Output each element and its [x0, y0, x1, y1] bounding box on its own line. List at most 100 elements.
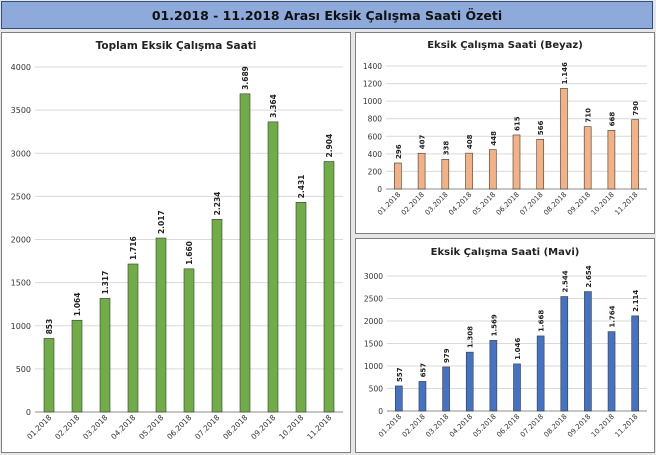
x-tick-label: 05.2018	[472, 413, 498, 439]
x-tick-label: 02.2018	[401, 413, 427, 439]
data-label: 2.017	[157, 210, 166, 234]
bar	[513, 363, 521, 412]
y-tick-label: 1500	[11, 279, 31, 288]
data-label: 448	[490, 131, 498, 146]
x-tick-label: 08.2018	[543, 413, 569, 439]
chart-title: Eksik Çalışma Saati (Beyaz)	[427, 40, 583, 51]
data-label: 2.544	[561, 270, 569, 292]
y-tick-label: 600	[368, 132, 383, 141]
bar	[536, 335, 545, 412]
data-label: 1.064	[73, 292, 82, 316]
data-label: 615	[514, 116, 522, 131]
x-tick-label: 11.2018	[613, 413, 639, 439]
y-tick-label: 800	[368, 115, 383, 124]
data-label: 2.114	[632, 290, 640, 312]
bar	[239, 93, 251, 413]
chart-white: Eksik Çalışma Saati (Beyaz) 0 200 400 600 800…	[363, 40, 647, 217]
bar	[607, 130, 616, 190]
x-tick-label: 03.2018	[424, 413, 450, 439]
data-label: 408	[466, 134, 474, 149]
bar	[489, 340, 498, 412]
data-label: 979	[443, 348, 451, 363]
x-tick-label: 02.2018	[400, 191, 426, 217]
data-label: 710	[585, 108, 593, 123]
chart-panel-blue: Eksik Çalışma Saati (Mavi) 0 500 1000 1500 20…	[355, 238, 655, 453]
x-tick-label: 01.2018	[376, 191, 402, 217]
bar	[607, 331, 616, 412]
y-tick-label: 2000	[11, 236, 31, 245]
bar	[183, 268, 195, 413]
data-label: 1.668	[538, 310, 546, 332]
data-label: 566	[537, 121, 545, 136]
x-tick-label: 11.2018	[305, 413, 333, 441]
data-label: 1.764	[609, 305, 617, 327]
bar	[155, 237, 167, 413]
x-tick-label: 06.2018	[495, 413, 521, 439]
bar	[43, 338, 55, 413]
bar	[584, 291, 592, 412]
bar	[323, 161, 335, 413]
chart-panel-white: Eksik Çalışma Saati (Beyaz) 0 200 400 600 800…	[355, 32, 655, 234]
chart-title: Eksik Çalışma Saati (Mavi)	[431, 247, 580, 258]
chart-blue: Eksik Çalışma Saati (Mavi) 0 500 1000 1500 20…	[364, 247, 647, 439]
x-tick-label: 10.2018	[590, 191, 616, 217]
bar	[441, 159, 450, 190]
y-tick-label: 3500	[11, 106, 31, 115]
x-tick-label: 04.2018	[448, 413, 474, 439]
x-tick-label: 09.2018	[566, 191, 592, 217]
data-label: 1.046	[514, 338, 522, 360]
bar	[465, 152, 473, 190]
y-tick-label: 1000	[363, 97, 382, 106]
bar	[417, 152, 426, 190]
data-label: 1.716	[129, 236, 138, 260]
bar	[512, 134, 521, 190]
x-tick-label: 07.2018	[193, 413, 221, 441]
data-label: 1.569	[490, 314, 498, 336]
bar	[560, 296, 569, 412]
x-tick-label: 09.2018	[566, 413, 592, 439]
y-tick-label: 2500	[364, 295, 383, 304]
x-tick-label: 03.2018	[424, 191, 450, 217]
x-tick-label: 05.2018	[137, 413, 165, 441]
x-tick-label: 04.2018	[447, 191, 473, 217]
y-tick-label: 0	[26, 408, 31, 417]
chart-total: Toplam Eksik Çalışma Saati 0 500 1000 1500 20…	[11, 40, 343, 441]
data-label: 3.689	[241, 66, 250, 90]
x-tick-label: 05.2018	[471, 191, 497, 217]
x-tick-label: 01.2018	[377, 413, 403, 439]
data-label: 657	[419, 363, 427, 378]
y-tick-label: 1000	[364, 362, 383, 371]
bar	[631, 315, 639, 412]
chart-panel-total: Toplam Eksik Çalışma Saati 0 500 1000 1500 20…	[1, 32, 351, 453]
data-label: 2.234	[213, 192, 222, 216]
y-tick-label: 2500	[11, 192, 31, 201]
x-tick-label: 02.2018	[53, 413, 81, 441]
y-tick-label: 2000	[364, 317, 383, 326]
y-tick-label: 3000	[11, 149, 31, 158]
data-label: 1.660	[185, 241, 194, 265]
y-tick-label: 0	[378, 407, 383, 416]
x-tick-label: 10.2018	[590, 413, 616, 439]
data-label: 668	[608, 112, 616, 127]
x-tick-label: 08.2018	[221, 413, 249, 441]
data-label: 2.904	[325, 134, 334, 158]
y-tick-label: 200	[368, 167, 383, 176]
y-tick-label: 4000	[11, 63, 31, 72]
bar	[583, 126, 592, 190]
bar	[99, 298, 111, 413]
data-label: 1.317	[101, 271, 110, 295]
bar	[394, 162, 402, 190]
bar	[267, 121, 279, 413]
report-title-banner: 01.2018 - 11.2018 Arası Eksik Çalışma Sa…	[1, 1, 653, 29]
bar	[418, 381, 427, 412]
x-tick-label: 06.2018	[495, 191, 521, 217]
y-tick-label: 500	[369, 385, 384, 394]
data-label: 2.431	[297, 175, 306, 199]
bar	[442, 366, 450, 412]
bar	[127, 263, 139, 413]
x-tick-label: 03.2018	[81, 413, 109, 441]
bar	[395, 385, 403, 412]
bar	[465, 351, 474, 412]
data-label: 296	[395, 144, 403, 159]
x-tick-label: 07.2018	[519, 413, 545, 439]
